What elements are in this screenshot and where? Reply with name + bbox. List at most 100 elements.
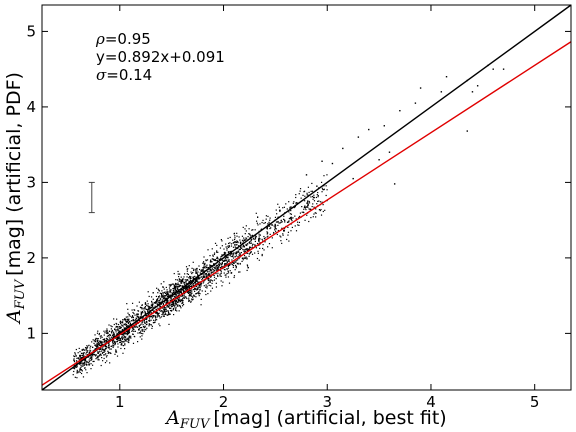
scatter-point xyxy=(167,310,169,312)
scatter-point xyxy=(262,247,264,250)
scatter-point xyxy=(163,295,166,297)
scatter-point xyxy=(213,253,216,256)
scatter-point xyxy=(170,283,172,286)
scatter-point xyxy=(156,314,158,316)
scatter-point xyxy=(225,276,227,278)
scatter-point xyxy=(73,367,75,369)
scatter-point xyxy=(283,219,286,221)
scatter-point xyxy=(106,330,108,332)
scatter-point xyxy=(103,340,106,342)
scatter-point xyxy=(197,277,199,280)
scatter-point xyxy=(78,370,80,373)
scatter-point xyxy=(231,255,234,257)
scatter-point xyxy=(96,332,99,334)
scatter-point xyxy=(150,312,153,314)
scatter-point xyxy=(205,273,208,275)
scatter-point xyxy=(131,309,133,311)
scatter-point xyxy=(185,296,187,299)
scatter-point xyxy=(224,262,226,265)
scatter-point xyxy=(211,248,213,250)
scatter-point xyxy=(277,229,279,232)
scatter-point xyxy=(121,337,123,339)
scatter-point xyxy=(125,316,127,318)
scatter-point xyxy=(246,269,248,272)
scatter-point xyxy=(96,343,98,345)
scatter-point xyxy=(127,319,129,322)
scatter-point xyxy=(249,242,251,245)
scatter-point xyxy=(186,273,188,275)
scatter-point xyxy=(235,260,237,262)
scatter-point xyxy=(179,300,181,302)
scatter-point xyxy=(185,296,187,298)
scatter-point xyxy=(148,320,150,322)
scatter-point xyxy=(445,76,448,78)
scatter-point xyxy=(177,292,179,294)
scatter-point xyxy=(197,292,199,294)
scatter-point xyxy=(268,221,270,223)
scatter-point xyxy=(310,190,312,192)
scatter-point xyxy=(79,371,81,374)
scatter-point xyxy=(215,268,217,270)
scatter-point xyxy=(230,245,233,247)
scatter-point xyxy=(103,354,105,356)
scatter-point xyxy=(145,323,148,326)
scatter-point xyxy=(296,221,299,223)
scatter-point xyxy=(76,372,78,374)
scatter-point xyxy=(133,325,136,327)
scatter-point xyxy=(237,262,239,264)
scatter-point xyxy=(228,246,231,248)
scatter-point xyxy=(207,249,209,251)
scatter-point xyxy=(101,350,103,352)
scatter-point xyxy=(280,240,282,242)
scatter-point xyxy=(108,342,110,344)
scatter-point xyxy=(140,311,142,313)
scatter-point xyxy=(243,257,245,259)
scatter-point xyxy=(111,330,113,332)
plot-frame xyxy=(41,4,572,391)
scatter-point xyxy=(142,326,145,328)
scatter-point xyxy=(230,255,232,258)
scatter-point xyxy=(284,221,286,223)
scatter-point xyxy=(261,253,263,256)
scatter-point xyxy=(96,340,98,343)
scatter-point xyxy=(178,294,181,296)
scatter-point xyxy=(127,318,129,320)
scatter-point xyxy=(192,276,194,278)
scatter-point xyxy=(216,265,218,267)
scatter-point xyxy=(148,318,151,320)
scatter-point xyxy=(224,252,227,254)
scatter-point xyxy=(210,271,212,273)
scatter-point xyxy=(164,298,166,300)
scatter-point xyxy=(213,263,215,265)
scatter-point xyxy=(188,291,190,293)
scatter-point xyxy=(128,328,131,331)
scatter-point xyxy=(262,244,264,246)
scatter-point xyxy=(174,289,176,291)
scatter-point xyxy=(112,331,115,333)
scatter-point xyxy=(144,312,146,314)
scatter-point xyxy=(277,224,279,226)
scatter-point xyxy=(262,240,264,242)
scatter-point xyxy=(105,347,107,350)
scatter-point xyxy=(87,361,89,364)
scatter-point xyxy=(201,269,203,271)
scatter-point xyxy=(143,319,145,321)
scatter-point xyxy=(151,327,153,329)
scatter-point xyxy=(87,350,89,352)
scatter-point xyxy=(195,288,197,290)
scatter-point xyxy=(200,298,202,301)
scatter-point xyxy=(80,360,82,362)
scatter-point xyxy=(126,318,128,320)
scatter-point xyxy=(237,250,239,252)
scatter-point xyxy=(250,240,252,242)
scatter-point xyxy=(248,249,250,251)
scatter-point xyxy=(73,364,76,366)
scatter-point xyxy=(245,225,247,227)
scatter-point xyxy=(177,304,179,306)
scatter-point xyxy=(471,91,474,93)
scatter-point xyxy=(140,313,142,315)
scatter-point xyxy=(104,341,106,343)
scatter-point xyxy=(141,338,143,340)
scatter-point xyxy=(271,224,273,226)
scatter-point xyxy=(76,366,78,368)
